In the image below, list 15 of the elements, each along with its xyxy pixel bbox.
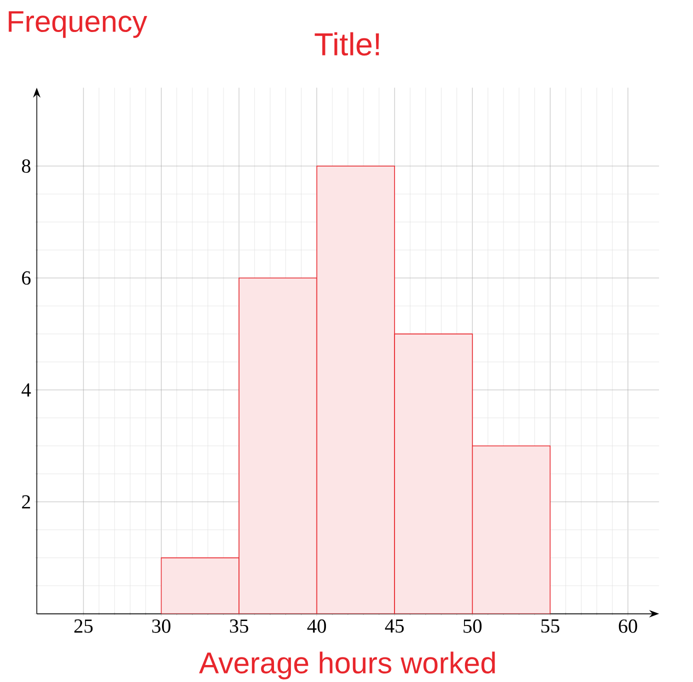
x-tick-label: 30 bbox=[152, 620, 170, 633]
y-axis-title: Frequency bbox=[8, 11, 148, 38]
x-tick-label: 35 bbox=[230, 620, 248, 633]
x-axis-title: Average hours worked bbox=[199, 652, 495, 680]
x-tick-label: 50 bbox=[464, 620, 482, 633]
x-tick-label: 55 bbox=[541, 620, 560, 633]
x-tick-label: 45 bbox=[385, 620, 404, 633]
x-tick-label: 25 bbox=[74, 620, 93, 633]
x-tick-label: 60 bbox=[618, 620, 638, 633]
chart-title: Title! bbox=[314, 32, 379, 56]
y-tick-label: 6 bbox=[22, 271, 31, 285]
y-tick-label: 8 bbox=[22, 159, 30, 173]
x-tick-label: 40 bbox=[307, 620, 326, 633]
y-tick-label: 2 bbox=[22, 495, 30, 509]
y-tick-label: 4 bbox=[22, 384, 31, 397]
